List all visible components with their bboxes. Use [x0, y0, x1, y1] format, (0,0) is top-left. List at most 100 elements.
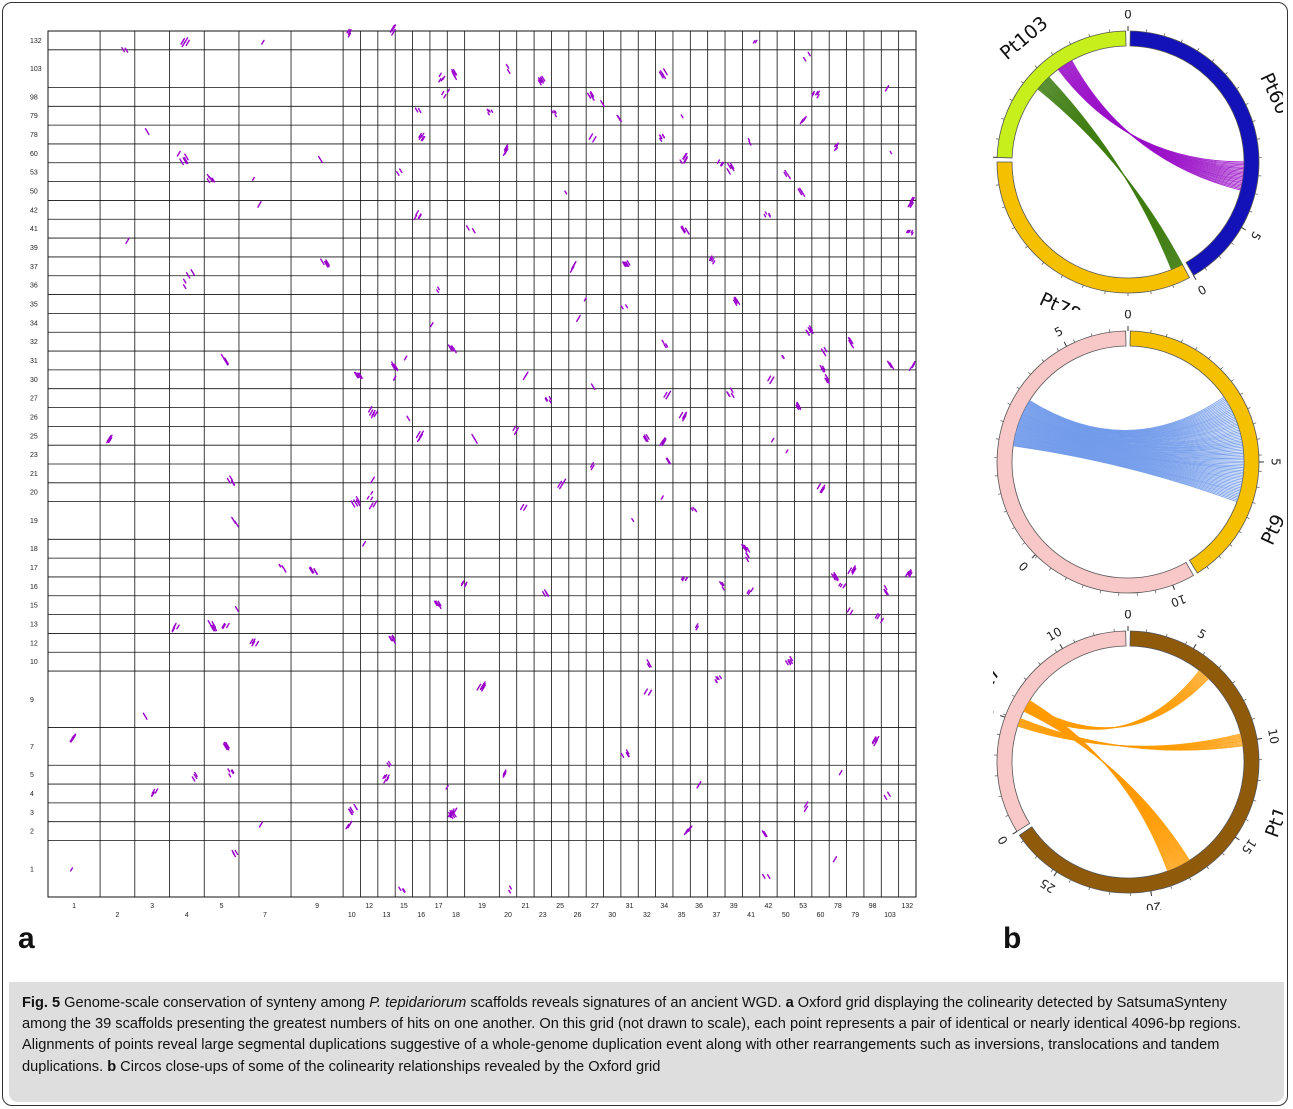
circos-link — [1017, 426, 1244, 461]
y-tick-label: 37 — [30, 264, 38, 271]
grid-point — [212, 624, 218, 632]
circos-minor-tick — [1204, 267, 1208, 271]
circos-minor-tick — [1099, 590, 1102, 594]
grid-point — [184, 153, 189, 161]
circos-tick — [1000, 715, 1006, 718]
grid-point — [762, 831, 767, 838]
y-tick-label: 20 — [30, 490, 38, 497]
grid-point — [234, 520, 240, 528]
caption-label-a: a — [785, 995, 794, 1011]
grid-point — [480, 681, 486, 689]
y-tick-label: 18 — [30, 546, 38, 553]
circos-minor-tick — [1163, 33, 1166, 37]
grid-point — [816, 90, 821, 96]
y-tick-label: 9 — [30, 697, 34, 704]
grid-point — [823, 346, 828, 353]
grid-point — [781, 354, 785, 359]
circos-link — [1014, 435, 1243, 480]
grid-point — [847, 567, 853, 575]
grid-point — [226, 477, 231, 484]
circos-minor-tick — [1206, 866, 1209, 870]
grid-point — [720, 582, 724, 587]
circos-minor-tick — [1050, 52, 1054, 55]
circos-minor-tick — [1041, 359, 1045, 362]
grid-point — [683, 156, 688, 163]
grid-point — [370, 490, 374, 495]
grid-point — [746, 546, 751, 553]
grid-point — [766, 874, 771, 880]
grid-point — [907, 569, 912, 575]
grid-point — [712, 260, 716, 265]
grid-point — [789, 655, 794, 662]
x-tick-label: 9 — [315, 903, 319, 910]
grid-point — [504, 145, 509, 153]
circos-link — [1071, 60, 1241, 191]
grid-point — [142, 712, 148, 720]
grid-point — [452, 811, 457, 818]
circos-minor-tick — [1231, 242, 1234, 245]
grid-point — [368, 502, 374, 510]
y-tick-label: 60 — [30, 151, 38, 158]
circos-tick — [1031, 554, 1036, 559]
circos-minor-tick — [1240, 392, 1244, 395]
grid-point — [551, 110, 554, 114]
x-tick-label: 98 — [869, 903, 877, 910]
grid-point — [643, 434, 648, 441]
grid-point — [694, 508, 698, 513]
x-tick-label: 13 — [383, 912, 391, 919]
circos-link — [1016, 428, 1244, 465]
grid-point — [730, 392, 735, 399]
circos-minor-tick — [1229, 544, 1233, 547]
grid-point — [211, 621, 217, 628]
x-tick-label: 79 — [851, 912, 859, 919]
panel-label-a: a — [18, 922, 35, 955]
grid-point — [433, 600, 438, 607]
grid-point — [320, 258, 325, 266]
grid-point — [716, 676, 720, 681]
circos-link — [1015, 434, 1244, 478]
grid-point — [449, 809, 454, 816]
caption-species: P. tepidariorum — [369, 995, 467, 1011]
circos-link — [1020, 418, 1242, 448]
circos-minor-tick — [1038, 662, 1041, 665]
circos-minor-tick — [1090, 333, 1093, 337]
circos-minor-tick — [1081, 584, 1084, 589]
circos-link — [1013, 445, 1238, 503]
grid-point — [732, 299, 738, 306]
grid-point — [282, 566, 286, 571]
grid-point — [391, 363, 396, 371]
circos-tick-label: 25 — [1037, 876, 1057, 896]
grid-point — [537, 77, 543, 84]
grid-point — [523, 504, 528, 511]
circos-link — [1014, 436, 1243, 483]
circos-link — [1023, 410, 1237, 440]
circos-tick-label: 10 — [1169, 591, 1188, 609]
grid-point — [548, 396, 552, 401]
grid-point — [124, 47, 129, 53]
y-tick-label: 10 — [30, 659, 38, 666]
circos-link — [1014, 435, 1243, 481]
grid-point — [183, 156, 189, 164]
grid-point — [871, 736, 877, 744]
grid-point — [708, 256, 712, 262]
grid-point — [889, 362, 895, 370]
grid-point — [659, 70, 665, 78]
grid-point — [398, 886, 402, 891]
grid-point — [680, 114, 684, 119]
grid-point — [646, 663, 651, 668]
x-tick-label: 23 — [539, 912, 547, 919]
circos-minor-tick — [1073, 339, 1076, 343]
grid-point — [353, 499, 359, 507]
grid-point — [553, 110, 556, 114]
y-tick-label: 39 — [30, 245, 38, 252]
grid-point — [353, 371, 359, 379]
circos-link — [1029, 700, 1169, 872]
circos-minor-tick — [1232, 681, 1236, 684]
circos-link — [1015, 432, 1244, 473]
circos-minor-tick — [1092, 632, 1095, 636]
circos-segment — [1129, 30, 1260, 276]
circos-minor-tick — [1221, 852, 1225, 856]
grid-point — [720, 161, 725, 167]
grid-point — [907, 570, 912, 576]
y-tick-label: 34 — [30, 320, 38, 327]
